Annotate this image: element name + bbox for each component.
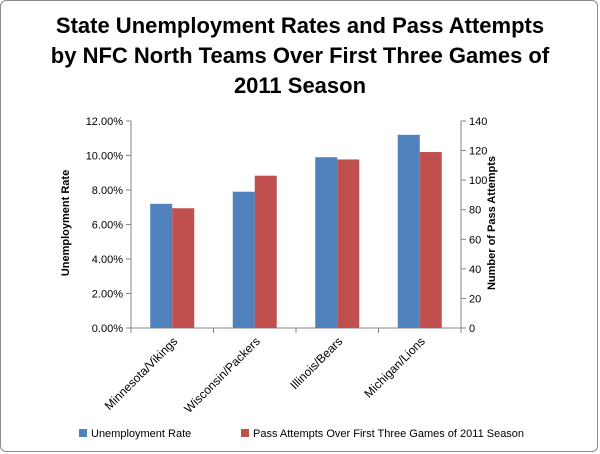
bar-pass-attempts: [337, 159, 360, 328]
y-tick-label: 10.00%: [86, 151, 124, 163]
y-tick-label: 12.00%: [86, 116, 124, 128]
y2-tick-label: 100: [469, 175, 487, 187]
y-axis-label: Unemployment Rate: [60, 170, 72, 276]
y2-tick-label: 20: [469, 293, 481, 305]
bar-unemployment-rate: [232, 191, 255, 328]
y-tick-label: 6.00%: [92, 220, 123, 232]
y-tick-label: 4.00%: [92, 254, 123, 266]
y-tick-label: 0.00%: [92, 323, 123, 335]
legend-label-pass-attempts: Pass Attempts Over First Three Games of …: [253, 428, 524, 440]
chart-title: State Unemployment Rates and Pass Attemp…: [50, 13, 550, 98]
y-tick-label: 8.00%: [92, 185, 123, 197]
x-tick-label: Illinois/Bears: [287, 334, 345, 392]
y2-tick-label: 0: [469, 323, 475, 335]
plot-area: 0.00% 2.00% 4.00% 6.00% 8.00% 10.00% 12.00% 0 20…: [79, 116, 524, 440]
y2-axis-label: Number of Pass Attempts: [486, 156, 498, 290]
x-tick-label: Michigan/Lions: [361, 334, 428, 401]
legend-label-unemployment-rate: Unemployment Rate: [91, 428, 191, 440]
legend-swatch-unemployment-rate: [79, 429, 87, 437]
y2-tick-label: 60: [469, 234, 481, 246]
x-tick-label: Minnesota/Vikings: [102, 334, 181, 413]
legend-swatch-pass-attempts: [241, 429, 249, 437]
y2-tick-label: 80: [469, 205, 481, 217]
y2-tick-label: 140: [469, 116, 487, 128]
x-tick-label: Wisconsin/Packers: [181, 334, 263, 416]
y2-tick-label: 40: [469, 264, 481, 276]
bar-pass-attempts: [172, 208, 195, 328]
bar-unemployment-rate: [150, 203, 173, 328]
bar-unemployment-rate: [397, 134, 420, 328]
bar-pass-attempts: [419, 152, 442, 328]
bar-unemployment-rate: [315, 157, 338, 328]
y-tick-label: 2.00%: [92, 289, 123, 301]
bar-pass-attempts: [254, 175, 277, 328]
y2-tick-label: 120: [469, 146, 487, 158]
